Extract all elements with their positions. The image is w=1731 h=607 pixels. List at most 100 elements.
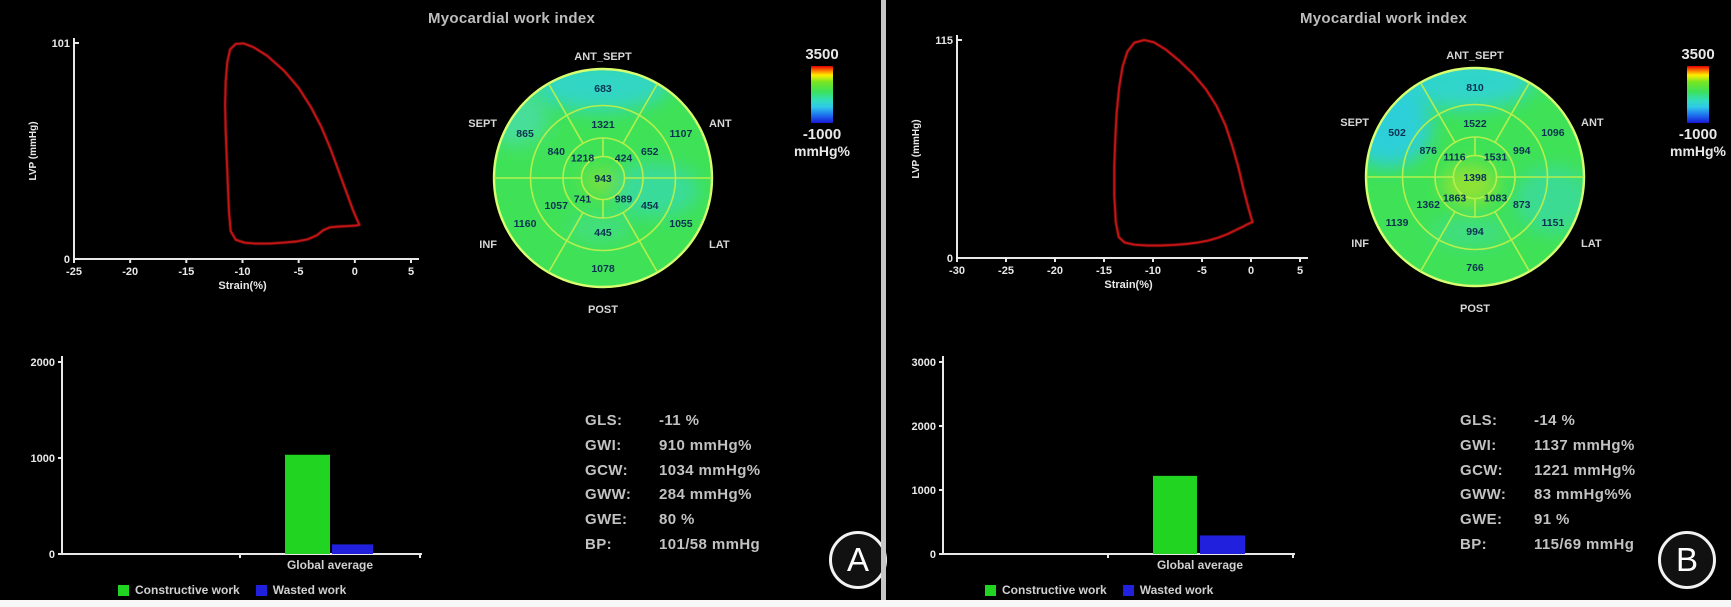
x-tick-label: -10 [235, 266, 251, 278]
segment-value-apical: 1863 [1443, 193, 1467, 205]
segment-value-outer: 1160 [514, 218, 537, 230]
readout-value: 115/69 mmHg [1534, 535, 1635, 553]
x-tick-label: -10 [1145, 265, 1161, 277]
sector-label: POST [1460, 303, 1490, 315]
sector-label: INF [1351, 238, 1369, 250]
color-scale-gradient [1687, 66, 1709, 123]
readout-value: 910 mmHg% [659, 436, 752, 454]
color-scale-unit: mmHg% [1670, 143, 1727, 159]
segment-value-apex: 1398 [1463, 172, 1487, 184]
sector-label: ANT_SEPT [1446, 50, 1504, 62]
wasted-work-bar [332, 544, 373, 554]
segment-value-outer: 502 [1388, 127, 1406, 139]
legend-label: Wasted work [1139, 583, 1214, 597]
readout-value: 1137 mmHg% [1534, 436, 1635, 454]
readout-label: GWI: [585, 436, 622, 454]
readout-label: BP: [1460, 535, 1488, 553]
segment-value-middle: 1362 [1417, 199, 1441, 211]
sector-label: SEPT [1340, 117, 1369, 129]
segment-value-middle: 994 [1466, 226, 1484, 238]
y-max-label: 101 [52, 38, 70, 50]
work-indices-readout: GLS: -11 % GWI: 910 mmHg% GCW: 1034 mmHg% G… [585, 409, 761, 558]
global-work-bar-chart: 0 1000 2000 3000 Global average [912, 356, 1295, 572]
segment-value-apical: 1531 [1484, 151, 1508, 163]
segment-value-outer: 865 [516, 128, 534, 140]
readout-value: 91 % [1534, 511, 1570, 529]
segment-value-middle: 1057 [545, 200, 569, 212]
readout-label: GWE: [1460, 511, 1503, 529]
segment-value-apical: 1116 [1443, 151, 1465, 163]
bullseye-spoke [1494, 82, 1531, 143]
sector-label: INF [479, 239, 497, 251]
y-axis-title: LVP (mmHg) [28, 121, 39, 180]
segment-value-outer: 766 [1466, 262, 1484, 274]
panel-label-badge: B [1658, 531, 1716, 589]
segment-value-apical: 1083 [1484, 193, 1508, 205]
readout-value: -11 % [659, 412, 700, 429]
legend-label: Constructive work [135, 583, 240, 597]
readout-value: 83 mmHg%% [1534, 486, 1632, 504]
x-axis-title: Strain(%) [1104, 279, 1153, 291]
pressure-strain-loop-line [1113, 39, 1254, 247]
segment-value-middle: 1522 [1463, 118, 1487, 130]
sector-label: SEPT [468, 118, 497, 130]
x-tick-label: -25 [66, 266, 82, 278]
sector-label: ANT_SEPT [574, 51, 632, 63]
segment-value-apical: 741 [574, 194, 592, 206]
bullseye-chart: 810 1522 ANT_SEPT 1096 994 ANT 1151 873 LAT 766 99… [1340, 50, 1604, 315]
x-tick-label: 5 [408, 266, 414, 278]
y-tick-label: 2000 [912, 421, 936, 433]
panel-label-badge: A [829, 531, 887, 589]
bullseye-color-patch [1443, 165, 1497, 205]
y-tick-label: 2000 [31, 357, 55, 369]
sector-label: ANT [709, 118, 732, 130]
y-tick-label: 0 [930, 549, 936, 561]
segment-value-outer: 1107 [670, 128, 693, 140]
readout-label: GWI: [1460, 436, 1497, 454]
sector-label: ANT [1581, 117, 1604, 129]
x-tick-label: -30 [949, 265, 965, 277]
segment-value-middle: 454 [641, 200, 659, 212]
x-tick-label: 0 [1248, 265, 1254, 277]
bullseye-color-patch [583, 169, 619, 195]
bottom-strip [0, 600, 1731, 607]
x-tick-label: -5 [1197, 265, 1207, 277]
segment-value-middle: 445 [594, 227, 612, 239]
y-min-label: 0 [64, 254, 70, 266]
constructive-work-swatch [985, 584, 996, 596]
segment-value-outer: 1096 [1541, 127, 1565, 139]
x-tick-label: -15 [178, 266, 194, 278]
readout-value: -14 % [1534, 412, 1576, 429]
y-max-label: 115 [935, 35, 953, 47]
wasted-work-swatch [255, 584, 267, 596]
segment-value-apex: 943 [594, 173, 612, 185]
readout-value: 1221 mmHg% [1534, 461, 1636, 479]
x-tick-label: -20 [1047, 265, 1063, 277]
pressure-strain-loop-line [224, 42, 361, 245]
readout-value: 80 % [659, 511, 695, 529]
panel-divider [881, 0, 886, 600]
readout-label: BP: [585, 535, 613, 553]
legend-label: Constructive work [1002, 583, 1107, 597]
readout-label: GWW: [585, 486, 632, 504]
x-tick-label: 0 [352, 266, 358, 278]
bullseye-spoke [1494, 211, 1531, 272]
global-work-bar-chart: 0 1000 2000 Global average [31, 356, 422, 572]
segment-value-middle: 840 [547, 146, 565, 158]
segment-value-outer: 810 [1466, 82, 1484, 94]
bullseye-spoke [622, 212, 659, 273]
constructive-work-bar [285, 454, 330, 554]
x-tick-label: -5 [294, 266, 304, 278]
pressure-strain-loop-chart: 115 0 LVP (mmHg) -30 -25 -20 -15 -10 -5 0 5 Strain(… [911, 35, 1308, 291]
x-tick-label: -20 [122, 266, 138, 278]
y-tick-label: 1000 [912, 485, 936, 497]
color-scale-gradient [811, 66, 833, 123]
work-indices-readout: GLS: -14 % GWI: 1137 mmHg% GCW: 1221 mmHg% … [1460, 409, 1636, 558]
segment-value-middle: 994 [1513, 145, 1531, 157]
panel-a: Myocardial work index 101 0 LVP (mmHg) -25 -… [28, 10, 887, 597]
bullseye-spoke [1419, 82, 1456, 143]
bullseye-chart: 683 1321 ANT_SEPT 1107 652 ANT 1055 454 LAT 1078 4… [468, 51, 732, 316]
segment-value-middle: 876 [1419, 145, 1437, 157]
bullseye-spoke [547, 83, 584, 144]
